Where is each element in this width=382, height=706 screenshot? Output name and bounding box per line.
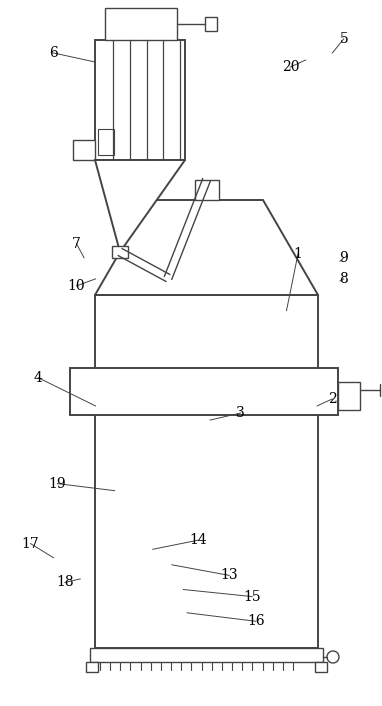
Text: 10: 10 (68, 279, 85, 293)
Text: 13: 13 (220, 568, 238, 582)
Text: 1: 1 (293, 247, 303, 261)
Bar (95, 40, 185, 160)
Bar (105, 8, 177, 40)
Bar (205, 17, 217, 31)
Polygon shape (95, 200, 318, 295)
Text: 16: 16 (247, 614, 265, 628)
Text: 19: 19 (49, 477, 66, 491)
Polygon shape (95, 160, 185, 252)
Text: 9: 9 (340, 251, 348, 265)
Text: 15: 15 (243, 590, 261, 604)
Bar (112, 246, 128, 258)
Text: 8: 8 (340, 272, 348, 286)
Text: 14: 14 (190, 533, 207, 547)
Bar (86, 662, 98, 672)
Text: 6: 6 (49, 46, 58, 60)
Bar (315, 662, 327, 672)
Bar (338, 382, 360, 410)
Text: 20: 20 (282, 60, 299, 74)
Text: 4: 4 (34, 371, 43, 385)
Bar (95, 295, 318, 648)
Text: 18: 18 (56, 575, 74, 590)
Text: 7: 7 (72, 237, 81, 251)
Text: 5: 5 (340, 32, 348, 46)
Text: 2: 2 (328, 392, 337, 406)
Bar (194, 180, 219, 200)
Bar (90, 648, 323, 662)
Bar (73, 140, 95, 160)
Text: 17: 17 (22, 537, 39, 551)
Bar (98, 129, 114, 155)
Bar (70, 368, 338, 415)
Text: 3: 3 (236, 406, 245, 420)
